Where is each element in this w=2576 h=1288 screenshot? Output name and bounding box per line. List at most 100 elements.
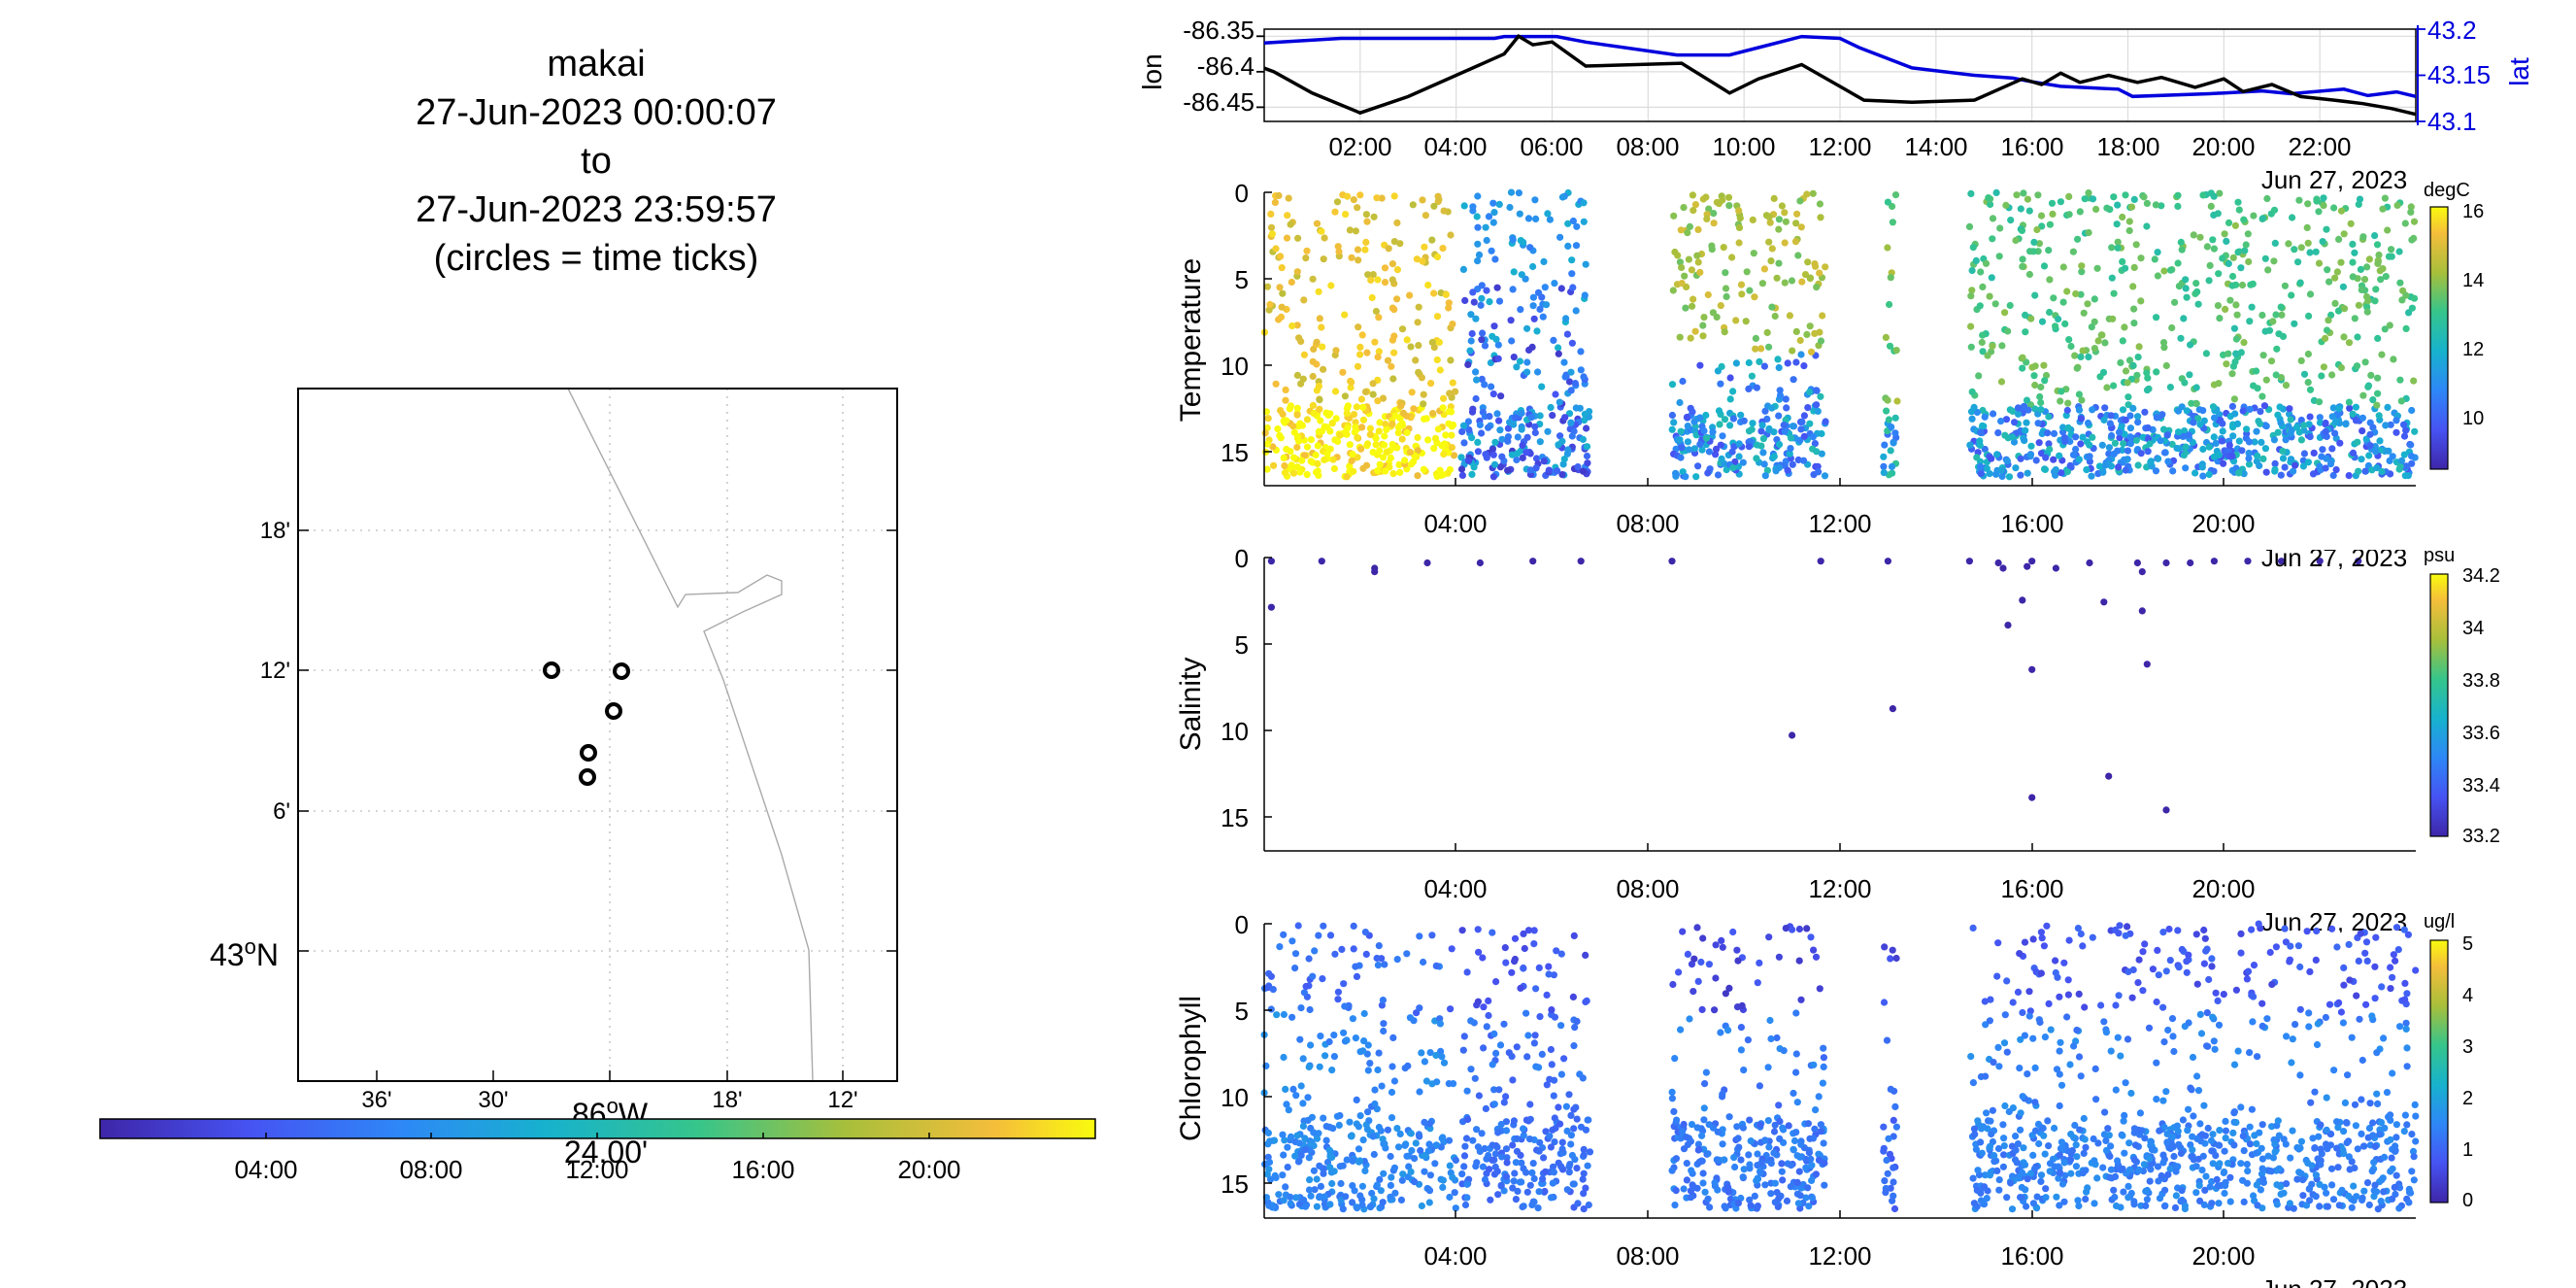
temperature-point: [1407, 343, 1415, 351]
temperature-point: [2005, 473, 2014, 481]
temperature-point: [1313, 220, 1321, 227]
temperature-point: [2246, 405, 2254, 413]
temperature-point: [2130, 320, 2138, 327]
chlorophyll-point: [2130, 1125, 2138, 1133]
temperature-point: [1474, 448, 1482, 456]
temperature-point: [2279, 447, 2287, 455]
temperature-point: [1798, 418, 1806, 425]
chlorophyll-point: [1525, 1135, 1534, 1143]
temperature-point: [1694, 462, 1702, 470]
chlorophyll-point: [2209, 1013, 2217, 1021]
temperature-point: [2160, 449, 2169, 457]
temperature-point: [1790, 376, 1797, 384]
temperature-point: [2183, 407, 2191, 415]
chlorophyll-point: [2340, 981, 2348, 989]
temperature-point: [1967, 343, 1975, 351]
temperature-point: [2159, 425, 2168, 433]
chlorophyll-point: [1374, 962, 1382, 969]
salinity-point: [2210, 558, 2218, 565]
temperature-point: [2374, 334, 2382, 342]
chlorophyll-point: [1783, 1197, 1791, 1204]
temperature-point: [2045, 247, 2053, 254]
chlorophyll-point: [1690, 955, 1698, 963]
temperature-point: [1781, 209, 1789, 217]
temperature-point: [1689, 191, 1696, 199]
chl-cbar-tick-2: 2: [2462, 1088, 2473, 1109]
chlorophyll-point: [1580, 1145, 1588, 1153]
temperature-point: [2146, 440, 2154, 448]
temperature-point: [2100, 416, 2108, 424]
chlorophyll-point: [1745, 1151, 1753, 1159]
chlorophyll-point: [2183, 968, 2191, 976]
chlorophyll-point: [1886, 1150, 1893, 1158]
temperature-point: [2355, 467, 2362, 475]
temperature-point: [2181, 379, 2189, 387]
sal-cbar-tick-33.6: 33.6: [2462, 723, 2500, 744]
temperature-point: [2111, 439, 2119, 447]
temperature-point: [1751, 293, 1758, 301]
temperature-point: [1880, 469, 1888, 477]
temperature-point: [1572, 307, 1580, 315]
chlorophyll-point: [1498, 1153, 1506, 1161]
chlorophyll-point: [1452, 1204, 1459, 1212]
chlorophyll-point: [2207, 1136, 2216, 1144]
temperature-point: [2103, 384, 2111, 391]
chlorophyll-point: [1705, 961, 1713, 968]
chlorophyll-point: [2037, 1177, 2045, 1185]
chlorophyll-point: [1548, 1061, 1556, 1068]
temperature-point: [2390, 356, 2397, 363]
temperature-point: [2353, 362, 2361, 370]
temperature-point: [1263, 465, 1271, 473]
temperature-point: [1886, 342, 1894, 350]
chlorophyll-point: [1555, 1159, 1562, 1167]
chlorophyll-point: [1364, 1067, 1372, 1074]
temperature-point: [2226, 296, 2234, 304]
chlorophyll-point: [1338, 945, 1346, 954]
chlorophyll-point: [2289, 1127, 2296, 1135]
chlorophyll-point: [2070, 1042, 2078, 1050]
chlorophyll-point: [1880, 999, 1889, 1006]
temperature-point: [2194, 300, 2202, 308]
chlorophyll-point: [1378, 1082, 1386, 1090]
temperature-point: [2291, 320, 2298, 327]
temperature-point: [2397, 457, 2406, 464]
temperature-point: [2177, 238, 2185, 246]
temperature-point: [1564, 220, 1572, 227]
chlorophyll-point: [2139, 948, 2147, 956]
temperature-point: [1784, 359, 1791, 367]
temperature-point: [2297, 244, 2305, 252]
chlorophyll-point: [2018, 1183, 2025, 1192]
chlorophyll-point: [1795, 925, 1803, 933]
chlorophyll-point: [2135, 956, 2143, 964]
chlorophyll-point: [1399, 1170, 1407, 1178]
chlorophyll-point: [1368, 1189, 1376, 1198]
chlorophyll-point: [2106, 1173, 2114, 1181]
chlorophyll-point: [1993, 972, 2001, 980]
temperature-point: [1668, 381, 1677, 389]
temperature-point: [1800, 432, 1808, 440]
temperature-point: [1472, 394, 1480, 403]
temperature-point: [2040, 262, 2049, 270]
temperature-point: [1323, 424, 1331, 431]
temperature-point: [2140, 193, 2148, 201]
chlorophyll-point: [2193, 980, 2201, 988]
chlorophyll-point: [2058, 1180, 2067, 1188]
chlorophyll-point: [1811, 1125, 1819, 1133]
temperature-point: [1887, 447, 1894, 455]
chlorophyll-point: [1793, 1178, 1801, 1186]
temperature-point: [2175, 283, 2183, 290]
temperature-point: [1468, 329, 1476, 338]
temperature-point: [2129, 404, 2137, 412]
chlorophyll-point: [1881, 1177, 1889, 1185]
chlorophyll-axes: [1263, 923, 2416, 1219]
chlorophyll-point: [1359, 1136, 1367, 1144]
map-title: makai 27-Jun-2023 00:00:07 to 27-Jun-202…: [416, 44, 777, 279]
chlorophyll-point: [2163, 1138, 2171, 1146]
temp-ytick-5: 5: [1235, 265, 1249, 294]
temperature-point: [2259, 455, 2267, 462]
chlorophyll-point: [2335, 1202, 2343, 1209]
chlorophyll-point: [2198, 1167, 2206, 1174]
temperature-point: [2402, 324, 2410, 332]
temperature-point: [1496, 426, 1504, 434]
chlorophyll-point: [1370, 1150, 1378, 1159]
